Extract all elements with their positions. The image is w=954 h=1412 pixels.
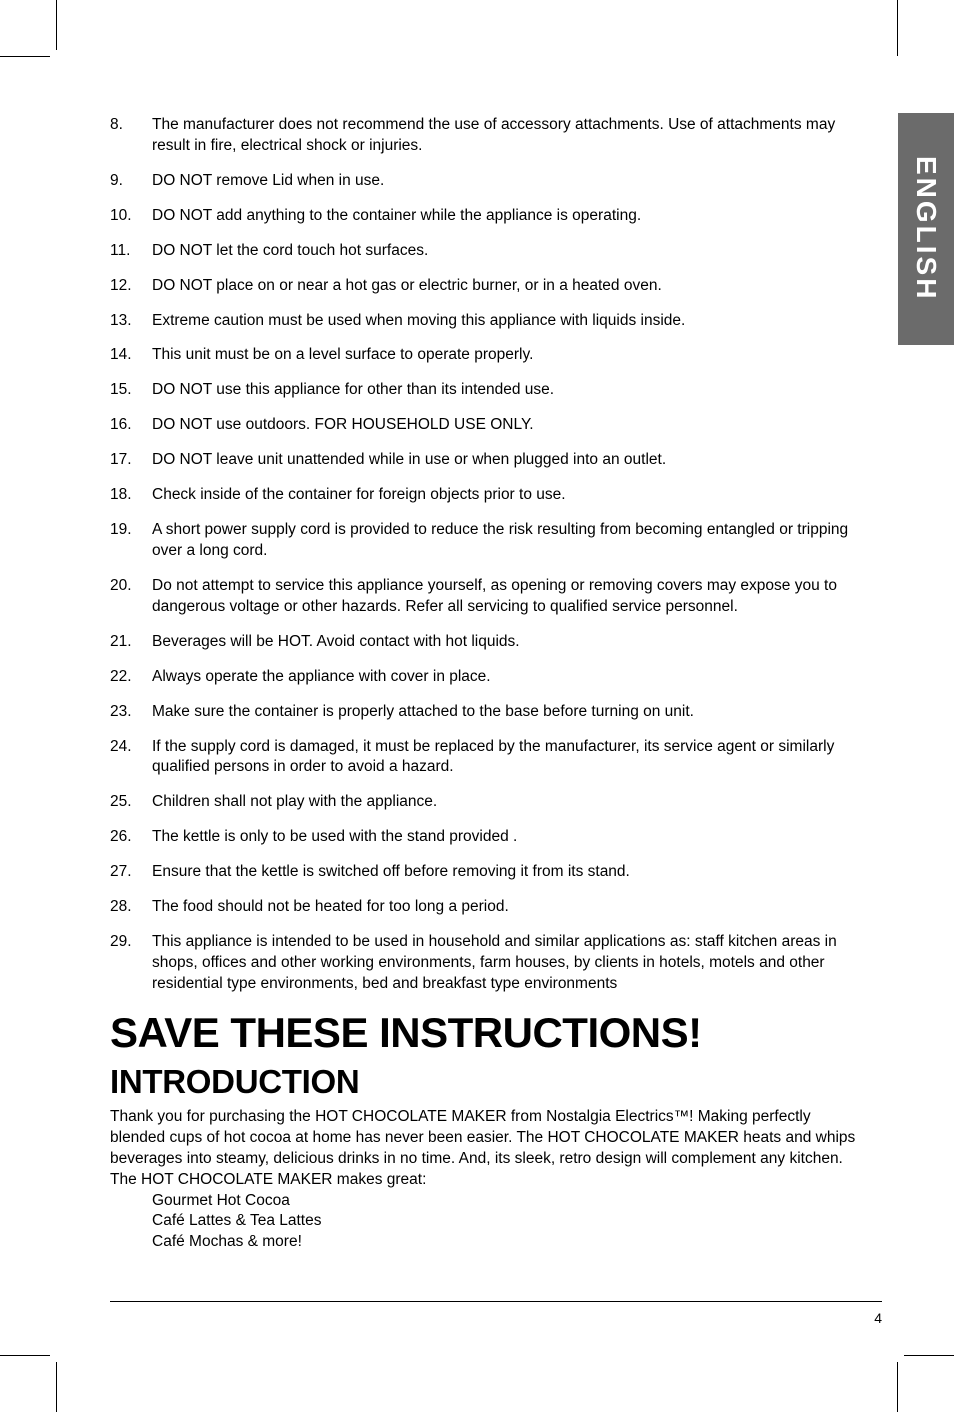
- instruction-item: 11.DO NOT let the cord touch hot surface…: [110, 241, 860, 262]
- instruction-text: DO NOT place on or near a hot gas or ele…: [152, 276, 860, 297]
- instruction-number: 27.: [110, 862, 152, 883]
- language-tab-label: ENGLISH: [910, 156, 942, 301]
- instruction-text: The kettle is only to be used with the s…: [152, 827, 860, 848]
- instruction-item: 10.DO NOT add anything to the container …: [110, 206, 860, 227]
- instruction-item: 20.Do not attempt to service this applia…: [110, 576, 860, 618]
- instruction-item: 26.The kettle is only to be used with th…: [110, 827, 860, 848]
- instruction-list: 8.The manufacturer does not recommend th…: [110, 115, 860, 995]
- instruction-text: Children shall not play with the applian…: [152, 792, 860, 813]
- instruction-number: 25.: [110, 792, 152, 813]
- instruction-text: A short power supply cord is provided to…: [152, 520, 860, 562]
- instruction-text: The food should not be heated for too lo…: [152, 897, 860, 918]
- instruction-item: 27.Ensure that the kettle is switched of…: [110, 862, 860, 883]
- instruction-number: 21.: [110, 632, 152, 653]
- instruction-number: 22.: [110, 667, 152, 688]
- instruction-text: Always operate the appliance with cover …: [152, 667, 860, 688]
- intro-bullet: Café Mochas & more!: [152, 1232, 860, 1253]
- instruction-text: DO NOT use this appliance for other than…: [152, 380, 860, 401]
- instruction-text: Check inside of the container for foreig…: [152, 485, 860, 506]
- instruction-text: Do not attempt to service this appliance…: [152, 576, 860, 618]
- instruction-item: 14.This unit must be on a level surface …: [110, 345, 860, 366]
- instruction-number: 28.: [110, 897, 152, 918]
- crop-mark: [904, 1355, 954, 1356]
- instruction-item: 22.Always operate the appliance with cov…: [110, 667, 860, 688]
- instruction-text: DO NOT remove Lid when in use.: [152, 171, 860, 192]
- instruction-item: 15.DO NOT use this appliance for other t…: [110, 380, 860, 401]
- instruction-item: 23.Make sure the container is properly a…: [110, 702, 860, 723]
- instruction-text: Extreme caution must be used when moving…: [152, 311, 860, 332]
- instruction-number: 18.: [110, 485, 152, 506]
- instruction-text: This appliance is intended to be used in…: [152, 932, 860, 995]
- instruction-number: 13.: [110, 311, 152, 332]
- instruction-item: 28.The food should not be heated for too…: [110, 897, 860, 918]
- instruction-number: 24.: [110, 737, 152, 779]
- save-heading: SAVE THESE INSTRUCTIONS!: [110, 1009, 860, 1057]
- instruction-text: Make sure the container is properly atta…: [152, 702, 860, 723]
- instruction-number: 29.: [110, 932, 152, 995]
- instruction-item: 8.The manufacturer does not recommend th…: [110, 115, 860, 157]
- instruction-number: 12.: [110, 276, 152, 297]
- crop-mark: [56, 1362, 57, 1412]
- instruction-item: 9.DO NOT remove Lid when in use.: [110, 171, 860, 192]
- instruction-number: 14.: [110, 345, 152, 366]
- instruction-number: 10.: [110, 206, 152, 227]
- intro-paragraph: Thank you for purchasing the HOT CHOCOLA…: [110, 1107, 860, 1191]
- footer-rule: [110, 1301, 882, 1302]
- instruction-number: 15.: [110, 380, 152, 401]
- instruction-text: Beverages will be HOT. Avoid contact wit…: [152, 632, 860, 653]
- instruction-item: 13.Extreme caution must be used when mov…: [110, 311, 860, 332]
- instruction-item: 29.This appliance is intended to be used…: [110, 932, 860, 995]
- instruction-number: 8.: [110, 115, 152, 157]
- intro-bullet: Gourmet Hot Cocoa: [152, 1191, 860, 1212]
- crop-mark: [0, 56, 50, 57]
- intro-heading: INTRODUCTION: [110, 1063, 860, 1101]
- page-number: 4: [874, 1310, 882, 1326]
- instruction-item: 17.DO NOT leave unit unattended while in…: [110, 450, 860, 471]
- instruction-number: 20.: [110, 576, 152, 618]
- crop-mark: [0, 1355, 50, 1356]
- instruction-number: 16.: [110, 415, 152, 436]
- instruction-text: If the supply cord is damaged, it must b…: [152, 737, 860, 779]
- instruction-item: 24.If the supply cord is damaged, it mus…: [110, 737, 860, 779]
- instruction-number: 11.: [110, 241, 152, 262]
- instruction-text: DO NOT let the cord touch hot surfaces.: [152, 241, 860, 262]
- instruction-item: 19.A short power supply cord is provided…: [110, 520, 860, 562]
- instruction-text: This unit must be on a level surface to …: [152, 345, 860, 366]
- instruction-number: 26.: [110, 827, 152, 848]
- instruction-text: DO NOT add anything to the container whi…: [152, 206, 860, 227]
- crop-mark: [56, 0, 57, 50]
- instruction-number: 19.: [110, 520, 152, 562]
- instruction-number: 9.: [110, 171, 152, 192]
- instruction-item: 18.Check inside of the container for for…: [110, 485, 860, 506]
- instruction-number: 23.: [110, 702, 152, 723]
- intro-bullet-list: Gourmet Hot Cocoa Café Lattes & Tea Latt…: [152, 1191, 860, 1254]
- instruction-number: 17.: [110, 450, 152, 471]
- instruction-text: The manufacturer does not recommend the …: [152, 115, 860, 157]
- instruction-item: 21.Beverages will be HOT. Avoid contact …: [110, 632, 860, 653]
- instruction-text: Ensure that the kettle is switched off b…: [152, 862, 860, 883]
- crop-mark: [897, 1362, 898, 1412]
- intro-bullet: Café Lattes & Tea Lattes: [152, 1211, 860, 1232]
- instruction-item: 25.Children shall not play with the appl…: [110, 792, 860, 813]
- instruction-text: DO NOT use outdoors. FOR HOUSEHOLD USE O…: [152, 415, 860, 436]
- instruction-item: 16.DO NOT use outdoors. FOR HOUSEHOLD US…: [110, 415, 860, 436]
- instruction-item: 12.DO NOT place on or near a hot gas or …: [110, 276, 860, 297]
- instruction-text: DO NOT leave unit unattended while in us…: [152, 450, 860, 471]
- language-tab: ENGLISH: [898, 113, 954, 345]
- page-content: 8.The manufacturer does not recommend th…: [110, 115, 860, 1253]
- crop-mark: [897, 0, 898, 56]
